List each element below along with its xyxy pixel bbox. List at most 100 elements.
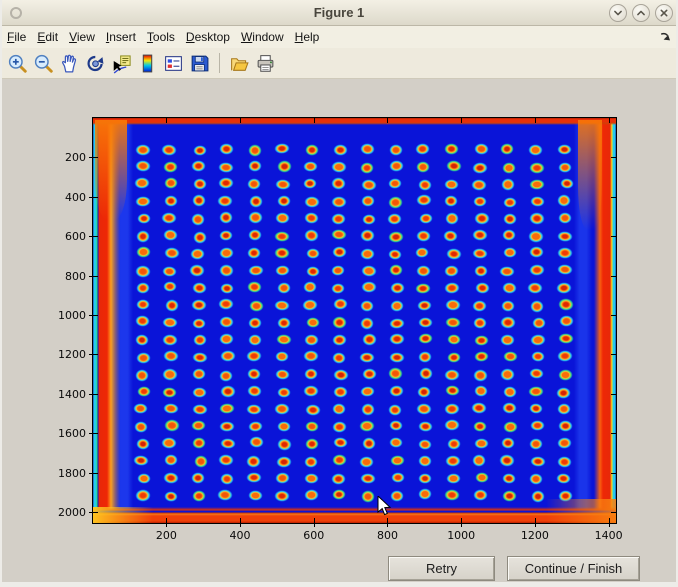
- menu-insert[interactable]: Insert: [105, 30, 136, 44]
- y-tick-mark-left: [93, 354, 98, 356]
- array-spot: [161, 265, 178, 278]
- array-spot: [191, 489, 207, 502]
- array-spot: [134, 333, 149, 346]
- y-tick-label: 600: [65, 230, 86, 244]
- array-spot: [417, 487, 433, 501]
- retry-button[interactable]: Retry: [388, 556, 495, 581]
- zoom-in-icon: [8, 54, 27, 73]
- rotate-3d-button[interactable]: [84, 52, 107, 75]
- array-spot: [444, 211, 460, 226]
- array-spot: [191, 193, 207, 208]
- array-spot: [274, 264, 291, 278]
- x-tick-mark-top: [608, 118, 610, 123]
- menu-desktop[interactable]: Desktop: [185, 30, 230, 44]
- array-spot: [528, 161, 545, 174]
- array-spot: [444, 384, 461, 398]
- y-tick-nub: [89, 157, 92, 159]
- window-menu-icon[interactable]: [10, 7, 22, 19]
- pan-button[interactable]: [58, 52, 81, 75]
- save-button[interactable]: [188, 52, 211, 75]
- menu-edit[interactable]: Edit: [37, 30, 59, 44]
- array-spot: [416, 160, 431, 174]
- array-spot: [163, 453, 179, 467]
- window-frame-bottom: [0, 582, 678, 587]
- insert-legend-button[interactable]: [162, 52, 185, 75]
- shade-button[interactable]: [609, 4, 627, 22]
- array-spot: [136, 385, 151, 398]
- y-tick-nub: [89, 472, 92, 474]
- array-spot: [388, 160, 404, 173]
- continue-finish-button[interactable]: Continue / Finish: [507, 556, 640, 581]
- y-tick-mark-right: [611, 196, 616, 198]
- array-spot: [359, 229, 375, 242]
- array-spot: [331, 472, 347, 486]
- array-spot: [164, 298, 180, 312]
- array-spot: [193, 454, 208, 468]
- menu-window[interactable]: Window: [240, 30, 284, 44]
- open-button[interactable]: [228, 52, 251, 75]
- array-spot: [529, 472, 544, 485]
- array-spot: [528, 402, 544, 415]
- array-spot: [529, 178, 546, 191]
- y-tick-nub: [89, 433, 92, 435]
- x-tick-mark-top: [166, 118, 168, 123]
- y-tick-mark-left: [93, 196, 98, 198]
- array-spot: [277, 386, 292, 398]
- y-tick-nub: [89, 275, 92, 277]
- zoom-in-button[interactable]: [6, 52, 29, 75]
- data-cursor-button[interactable]: [110, 52, 133, 75]
- array-spot: [135, 159, 152, 173]
- array-spot: [415, 402, 433, 417]
- array-spot: [529, 420, 545, 432]
- array-spot: [528, 437, 543, 451]
- array-spot: [191, 351, 208, 364]
- print-button[interactable]: [254, 52, 277, 75]
- maximize-button[interactable]: [632, 4, 650, 22]
- array-spot: [135, 437, 151, 451]
- dock-figure-icon[interactable]: [659, 30, 672, 43]
- y-tick-mark-left: [93, 314, 98, 316]
- heatmap-image[interactable]: [93, 118, 616, 523]
- array-spot: [303, 455, 319, 468]
- menu-tools[interactable]: Tools: [146, 30, 175, 44]
- array-spot: [416, 299, 433, 312]
- array-spot: [218, 211, 233, 225]
- y-tick-label: 800: [65, 269, 86, 283]
- menu-file[interactable]: File: [7, 30, 27, 44]
- array-spot: [417, 385, 433, 399]
- x-tick-mark-top: [240, 118, 242, 123]
- array-spot: [361, 368, 378, 381]
- array-spot: [474, 471, 490, 484]
- plate-inner-glow-left: [115, 118, 133, 523]
- array-spot: [418, 472, 432, 484]
- close-button[interactable]: [655, 4, 673, 22]
- array-spot: [446, 351, 462, 365]
- array-spot: [390, 472, 405, 484]
- menu-view[interactable]: View: [69, 30, 95, 44]
- array-spot: [557, 332, 575, 345]
- x-tick-mark-bottom: [534, 518, 536, 523]
- array-spot: [556, 263, 573, 276]
- plate-edge-right: [594, 118, 616, 523]
- array-spot: [557, 297, 574, 311]
- array-spot: [245, 349, 263, 363]
- array-spot: [418, 366, 433, 381]
- title-bar[interactable]: Figure 1: [0, 0, 678, 26]
- array-spot: [191, 436, 207, 450]
- y-tick-nub: [89, 196, 92, 198]
- array-spot: [498, 453, 516, 468]
- menu-help[interactable]: Help: [294, 30, 320, 44]
- y-tick-mark-left: [93, 433, 98, 435]
- array-spot: [192, 317, 206, 330]
- array-spot: [473, 142, 490, 156]
- zoom-out-button[interactable]: [32, 52, 55, 75]
- figure-axes: [92, 117, 617, 524]
- array-spot: [387, 248, 403, 261]
- colorbar-button[interactable]: [136, 52, 159, 75]
- array-spot: [162, 228, 178, 243]
- window-title: Figure 1: [313, 5, 365, 20]
- array-spot: [444, 178, 460, 191]
- array-spot: [247, 489, 263, 502]
- array-spot: [218, 142, 235, 156]
